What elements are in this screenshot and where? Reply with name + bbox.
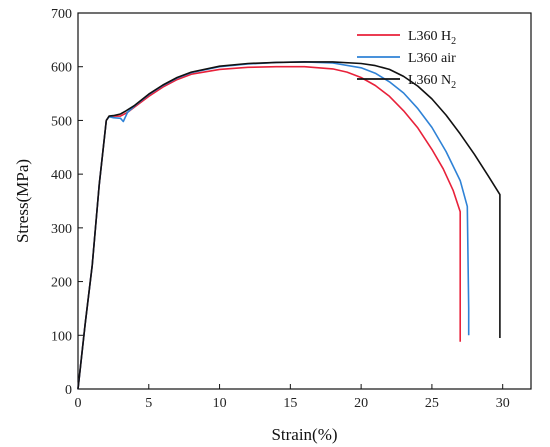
y-tick-label: 100 [51, 329, 72, 344]
series-group [77, 61, 501, 390]
legend-label: L360 air [408, 51, 456, 66]
y-axis-label: Stress(MPa) [13, 159, 32, 243]
legend-label: L360 N2 [408, 73, 456, 91]
series-line-3 [77, 61, 501, 390]
y-tick-label: 300 [51, 222, 72, 237]
x-tick-label: 0 [75, 396, 82, 411]
y-tick-label: 500 [51, 114, 72, 129]
legend-label-subscript: 2 [451, 80, 456, 91]
legend-label: L360 H2 [408, 29, 456, 47]
x-tick-label: 15 [283, 396, 297, 411]
x-tick-label: 20 [354, 396, 368, 411]
series-line-1 [77, 65, 461, 390]
axes [77, 12, 532, 390]
legend-label-main: L360 air [408, 51, 456, 66]
legend-label-main: L360 H [408, 29, 451, 44]
y-tick-label: 0 [65, 383, 72, 398]
legend-label-subscript: 2 [451, 36, 456, 47]
x-tick-label: 25 [425, 396, 439, 411]
y-tick-label: 200 [51, 276, 72, 291]
x-tick-label: 10 [213, 396, 227, 411]
y-tick-label: 700 [51, 7, 72, 22]
series-line-2 [77, 61, 470, 390]
x-tick-label: 30 [496, 396, 510, 411]
x-tick-label: 5 [145, 396, 152, 411]
x-axis-label: Strain(%) [271, 425, 337, 444]
plot-frame [77, 12, 532, 390]
y-tick-label: 600 [51, 61, 72, 76]
legend-label-main: L360 N [408, 73, 451, 88]
y-tick-label: 400 [51, 168, 72, 183]
